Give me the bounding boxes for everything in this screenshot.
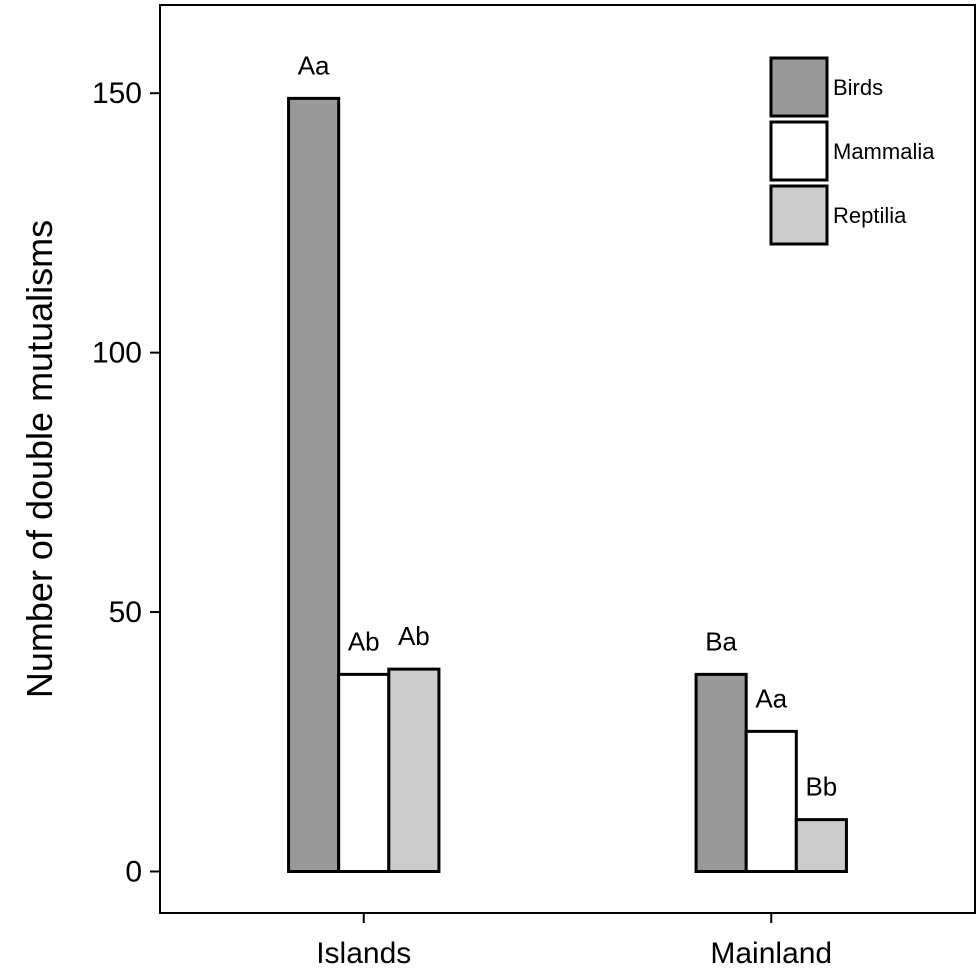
bar-significance-label: Aa xyxy=(298,50,330,80)
y-axis-title: Number of double mutualisms xyxy=(19,220,60,698)
bar-outline xyxy=(387,667,441,873)
bar-significance-label: Ba xyxy=(705,626,737,656)
bar-significance-label: Aa xyxy=(755,683,787,713)
bar-labels: Aa Ba Ab Aa Ab Bb xyxy=(298,50,838,801)
legend-label-mammalia: Mammalia xyxy=(833,139,935,164)
legend-swatch-birds xyxy=(769,56,829,118)
legend-label-birds: Birds xyxy=(833,75,883,100)
x-axis: Islands Mainland xyxy=(316,913,832,970)
legend-swatch-reptilia xyxy=(769,184,829,246)
legend: Birds Mammalia Reptilia xyxy=(769,56,935,246)
bar-birds-islands xyxy=(288,98,339,872)
x-tick-label: Mainland xyxy=(710,937,832,970)
bar-outline xyxy=(744,729,798,873)
bars xyxy=(287,96,848,873)
legend-swatch-mammalia xyxy=(769,120,829,182)
y-tick-label: 100 xyxy=(92,337,142,370)
bar-birds-mainland xyxy=(696,674,747,872)
bar-outline xyxy=(287,96,341,873)
bar-significance-label: Ab xyxy=(348,626,380,656)
bar-outline xyxy=(794,818,848,873)
bar-reptilia-islands xyxy=(388,669,439,872)
x-tick-label: Islands xyxy=(316,937,411,970)
bar-significance-label: Bb xyxy=(805,772,837,802)
y-tick-label: 150 xyxy=(92,77,142,110)
y-axis: 0 50 100 150 xyxy=(92,77,160,888)
legend-label-reptilia: Reptilia xyxy=(833,203,907,228)
bar-mammalia-islands xyxy=(338,674,389,872)
bar-significance-label: Ab xyxy=(398,621,430,651)
bar-outline xyxy=(694,672,748,873)
bar-reptilia-mainland xyxy=(796,819,847,872)
y-tick-label: 50 xyxy=(109,596,142,629)
y-tick-label: 0 xyxy=(125,855,142,888)
bar-mammalia-mainland xyxy=(746,731,797,872)
